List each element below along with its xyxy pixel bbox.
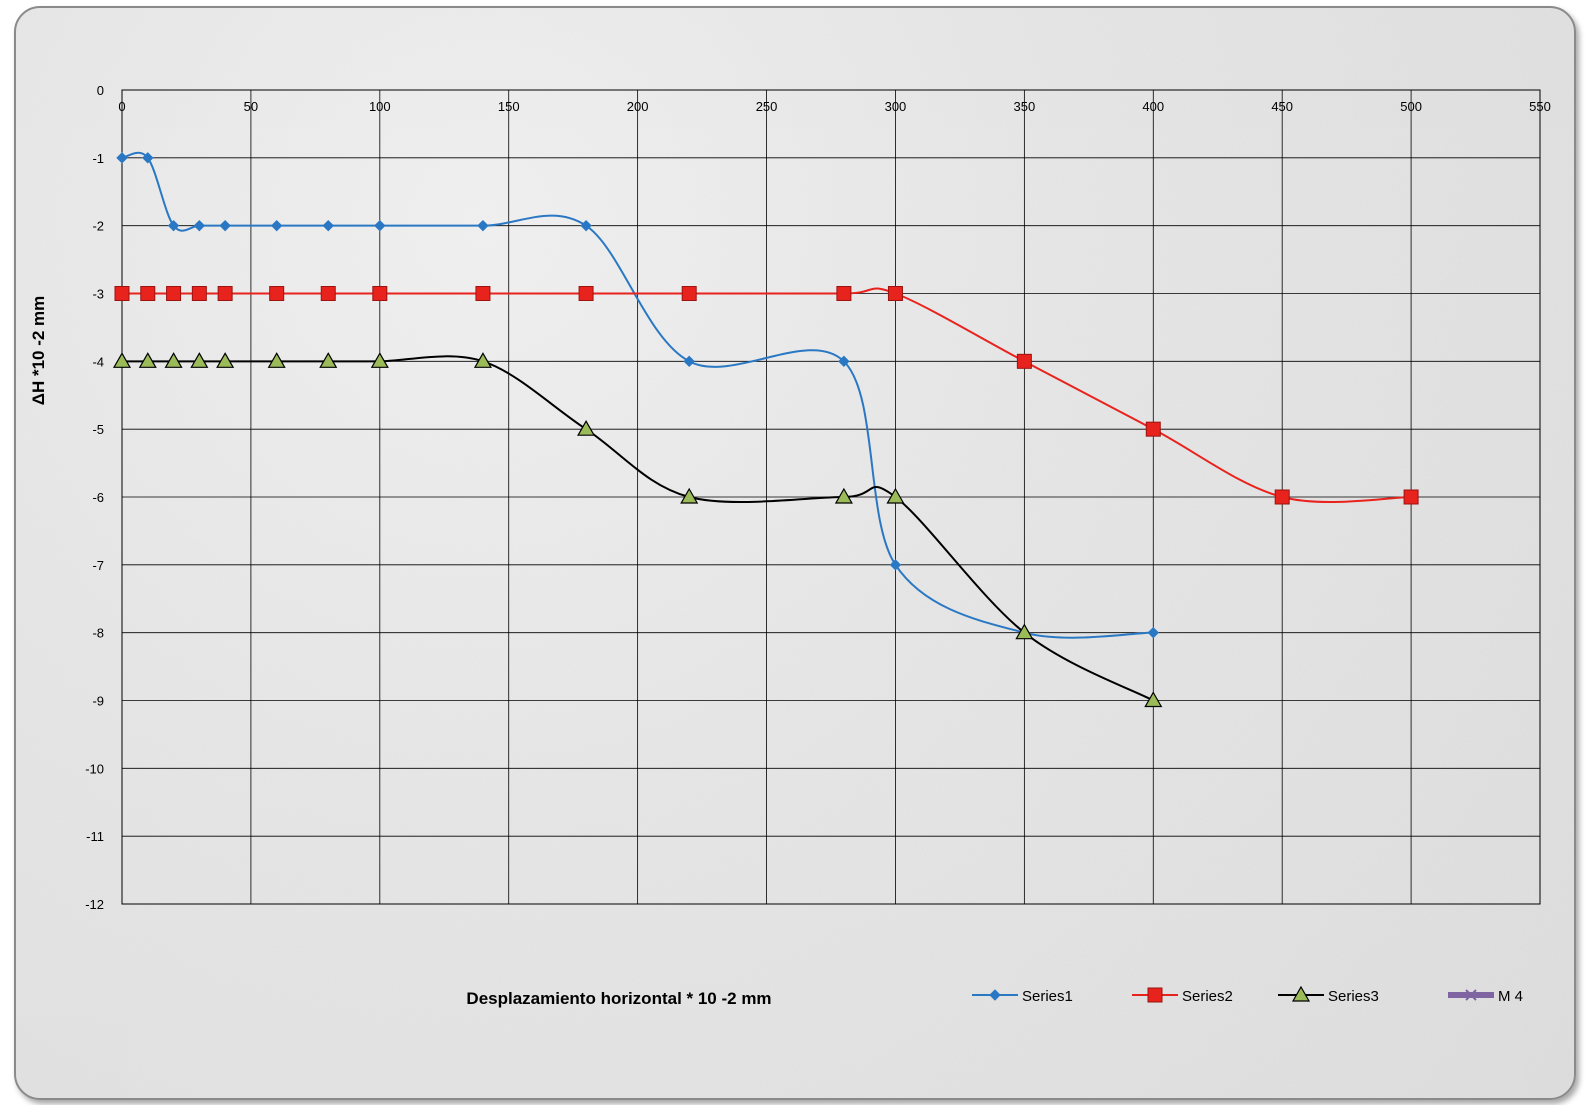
data-point [219,219,231,232]
data-point [138,352,157,368]
y-tick-label: -4 [92,354,104,369]
x-tick-label: 300 [885,99,907,114]
data-point [320,286,336,301]
chart-frame: 0 50 100 150 200 250 300 350 400 450 500 550 0 -1 -2 -3… [14,6,1576,1100]
x-tick-label: 500 [1400,99,1422,114]
data-point [580,219,592,232]
data-point [270,219,283,232]
y-axis-title: ΔH *10 -2 mm [29,296,48,406]
data-point [887,286,903,301]
series-2 [114,286,1419,505]
data-point [370,352,389,368]
legend-label: Series3 [1328,988,1379,1005]
y-tick-label: -7 [92,558,104,573]
data-point [1144,691,1163,708]
data-point [216,352,235,368]
legend-label: Series1 [1022,988,1073,1005]
x-tick-label: 550 [1529,99,1551,114]
data-point [140,286,156,301]
data-point [164,352,183,368]
x-tick-label: 150 [498,99,520,114]
legend-item: Series2 [1132,987,1233,1005]
data-point [1274,489,1290,505]
legend-item: M 4 [1448,988,1523,1005]
data-point [374,219,386,232]
data-point [322,219,334,232]
y-tick-label: -6 [92,490,104,505]
legend-label: Series2 [1182,988,1233,1005]
data-point [166,286,182,301]
legend-item: Series3 [1278,985,1379,1005]
legend-swatch-marker [1291,985,1311,1002]
data-point [372,286,388,301]
x-tick-label: 400 [1142,99,1164,114]
x-tick-label: 250 [756,99,778,114]
data-point [1016,353,1032,369]
y-tick-label: -9 [92,694,104,709]
data-point [577,419,596,436]
legend-label: M 4 [1498,988,1523,1005]
data-point [1403,489,1419,505]
data-point [114,286,130,301]
y-tick-label: -3 [92,287,104,302]
x-tick-label: 450 [1271,99,1293,114]
x-tick-label: 0 [118,99,125,114]
x-tick-label: 100 [369,99,391,114]
legend-swatch-marker [1147,987,1163,1003]
legend: Series1 Series2 Series3 M 4 [972,985,1523,1005]
data-point [142,152,154,164]
data-point [475,286,491,301]
x-tick-label: 200 [627,99,649,114]
y-tick-label: -10 [85,761,104,776]
data-point [319,352,338,368]
data-point [217,286,233,301]
data-point [116,152,128,164]
series-layer [112,151,1419,708]
line-chart: 0 50 100 150 200 250 300 350 400 450 500 550 0 -1 -2 -3… [16,8,1574,1098]
data-point [193,219,206,232]
y-tick-label: -8 [92,626,104,641]
data-point [680,487,699,504]
x-tick-label: 350 [1014,99,1036,114]
data-point [578,286,594,301]
data-point [267,352,286,368]
data-point [191,286,207,301]
data-point [269,286,285,301]
legend-item: Series1 [972,988,1073,1005]
series-1 [116,151,1159,639]
texture-overlay [16,8,1574,1098]
data-point [838,355,850,368]
y-tick-label: -2 [92,219,104,234]
data-point [836,286,852,301]
legend-swatch-marker [1465,989,1477,1001]
data-point [834,487,853,504]
x-tick-label: 50 [244,99,258,114]
data-point [112,352,132,368]
y-tick-label: -5 [92,422,104,437]
data-point [167,219,180,232]
data-point [886,487,905,504]
data-point [1147,626,1159,639]
y-tick-label: 0 [97,83,104,98]
tick-labels: 0 50 100 150 200 250 300 350 400 450 500 550 0 -1 -2 -3… [85,83,1551,912]
legend-swatch-marker [989,989,1001,1001]
data-point [889,559,902,571]
series-3 [112,352,1163,708]
y-tick-label: -1 [92,151,104,166]
data-point [681,286,697,301]
data-point [1145,421,1161,437]
y-tick-label: -12 [85,897,104,912]
x-axis-title: Desplazamiento horizontal * 10 -2 mm [466,989,771,1008]
y-tick-label: -11 [86,829,104,844]
data-point [683,355,695,368]
data-point [473,352,492,368]
data-point [190,352,209,368]
data-point [1015,623,1034,640]
data-point [477,219,489,232]
